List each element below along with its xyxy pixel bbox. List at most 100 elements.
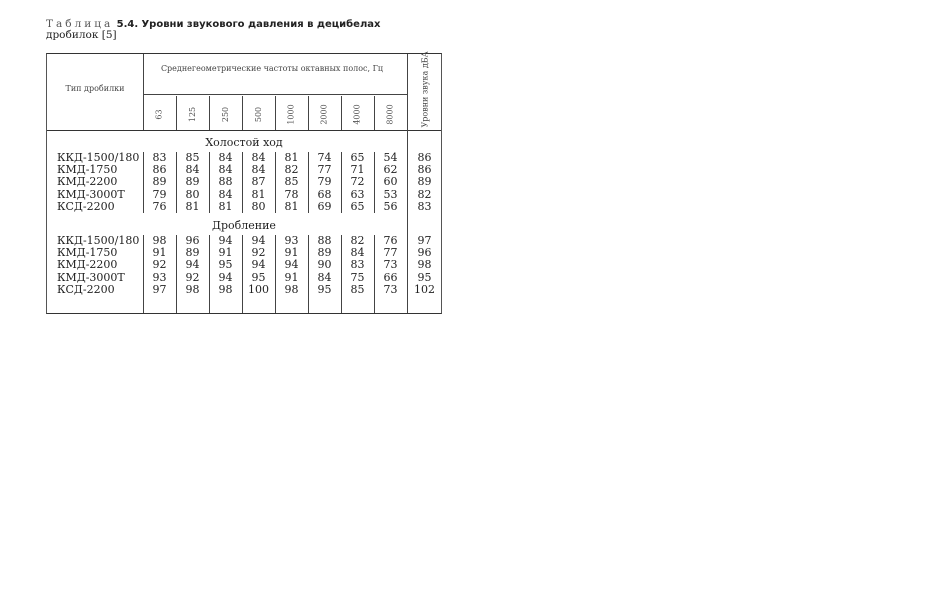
column-divider	[341, 235, 342, 313]
level-cell: 89	[185, 175, 200, 189]
freq-header: 250	[209, 99, 242, 129]
freq-label: 8000	[385, 103, 395, 125]
table-row: КМД-2200 92 94 95 94 94 90 83 73 98	[47, 259, 441, 271]
level-cell: 77	[317, 163, 332, 177]
section-title: Холостой ход	[205, 136, 283, 149]
freq-label: 2000	[319, 103, 329, 125]
level-cell: 90	[317, 258, 332, 272]
level-cell: 93	[152, 270, 167, 284]
caption-title: Уровни звукового давления в децибелах	[141, 19, 381, 30]
level-cell: 92	[185, 270, 200, 284]
level-cell: 84	[350, 246, 365, 260]
level-cell: 75	[350, 270, 365, 284]
level-cell: 84	[218, 187, 233, 201]
table-row: КМД-2200 89 89 88 87 85 79 72 60 89	[47, 176, 441, 188]
level-cell: 84	[185, 163, 200, 177]
level-dba-cell: 86	[417, 151, 432, 164]
level-cell: 94	[185, 258, 200, 272]
level-cell: 94	[218, 234, 233, 247]
level-cell: 98	[284, 282, 299, 296]
level-cell: 79	[152, 187, 167, 201]
level-cell: 95	[251, 270, 266, 284]
level-cell: 91	[218, 246, 233, 260]
level-cell: 81	[251, 187, 266, 201]
level-cell: 73	[383, 258, 398, 272]
table-row: КМД-3000Т 93 92 94 95 91 84 75 66 95	[47, 270, 441, 284]
type-column-header: Тип дробилки	[65, 84, 125, 93]
column-divider	[209, 96, 210, 130]
freq-label: 1000	[286, 103, 296, 125]
level-dba-cell: 83	[417, 199, 432, 213]
noise-table: Тип дробилки Среднегеометрические частот…	[46, 50, 442, 314]
column-divider	[308, 152, 309, 213]
level-cell: 87	[251, 175, 266, 189]
level-dba-cell: 102	[414, 282, 435, 296]
crusher-type: КМД-3000Т	[57, 187, 125, 201]
header-divider	[143, 94, 407, 95]
level-cell: 86	[152, 163, 167, 177]
freq-label: 250	[221, 106, 230, 122]
level-dba-cell: 82	[417, 187, 432, 201]
level-cell: 84	[251, 163, 266, 177]
level-cell: 80	[251, 199, 266, 213]
level-cell: 88	[218, 175, 233, 189]
level-cell: 95	[218, 258, 233, 272]
level-cell: 98	[152, 234, 167, 247]
level-cell: 89	[185, 246, 200, 260]
level-cell: 84	[251, 151, 266, 164]
level-cell: 66	[383, 270, 398, 284]
column-divider	[308, 96, 309, 130]
column-divider	[143, 235, 144, 313]
level-cell: 81	[185, 199, 200, 213]
column-divider	[242, 96, 243, 130]
level-cell: 81	[284, 199, 299, 213]
crusher-type: КМД-1750	[57, 163, 118, 177]
level-cell: 56	[383, 199, 398, 213]
level-cell: 84	[317, 270, 332, 284]
crusher-type: КМД-2200	[57, 175, 118, 189]
freq-label: 63	[155, 108, 164, 120]
crusher-type: КМД-2200	[57, 258, 118, 272]
level-cell: 95	[317, 282, 332, 296]
level-cell: 84	[218, 163, 233, 177]
column-divider	[209, 235, 210, 313]
level-cell: 92	[251, 246, 266, 260]
freq-header: 4000	[341, 99, 374, 129]
level-cell: 98	[185, 282, 200, 296]
level-dba-cell: 95	[417, 270, 432, 284]
level-cell: 71	[350, 163, 365, 177]
freq-group-header: Среднегеометрические частоты октавных по…	[160, 64, 384, 73]
level-cell: 97	[152, 282, 167, 296]
level-cell: 91	[284, 246, 299, 260]
freq-header: 125	[176, 99, 209, 129]
level-cell: 77	[383, 246, 398, 260]
freq-label: 4000	[352, 103, 362, 125]
level-cell: 85	[350, 282, 365, 296]
column-divider	[308, 235, 309, 313]
level-cell: 85	[284, 175, 299, 189]
level-dba-cell: 86	[417, 163, 432, 177]
column-divider	[242, 152, 243, 213]
freq-header: 8000	[374, 99, 407, 129]
level-cell: 84	[218, 151, 233, 164]
level-cell: 53	[383, 187, 398, 201]
crusher-type: КМД-3000Т	[57, 270, 125, 284]
level-column-header: Уровни звука дБА	[420, 50, 429, 127]
caption-label: Таблица	[46, 18, 114, 30]
column-divider	[176, 152, 177, 213]
level-cell: 83	[350, 258, 365, 272]
freq-header: 63	[143, 99, 176, 129]
crusher-type: ККД-1500/180	[57, 234, 140, 247]
table-row: КМД-3000Т 79 80 84 81 78 68 63 53 82	[47, 187, 441, 201]
level-cell: 65	[350, 199, 365, 213]
level-cell: 78	[284, 187, 299, 201]
level-cell: 80	[185, 187, 200, 201]
level-cell: 85	[185, 151, 200, 164]
freq-label: 125	[188, 106, 197, 122]
level-dba-cell: 98	[417, 258, 432, 272]
column-divider	[374, 152, 375, 213]
level-cell: 88	[317, 234, 332, 247]
level-cell: 54	[383, 151, 398, 164]
level-cell: 72	[350, 175, 365, 189]
level-cell: 94	[251, 234, 266, 247]
